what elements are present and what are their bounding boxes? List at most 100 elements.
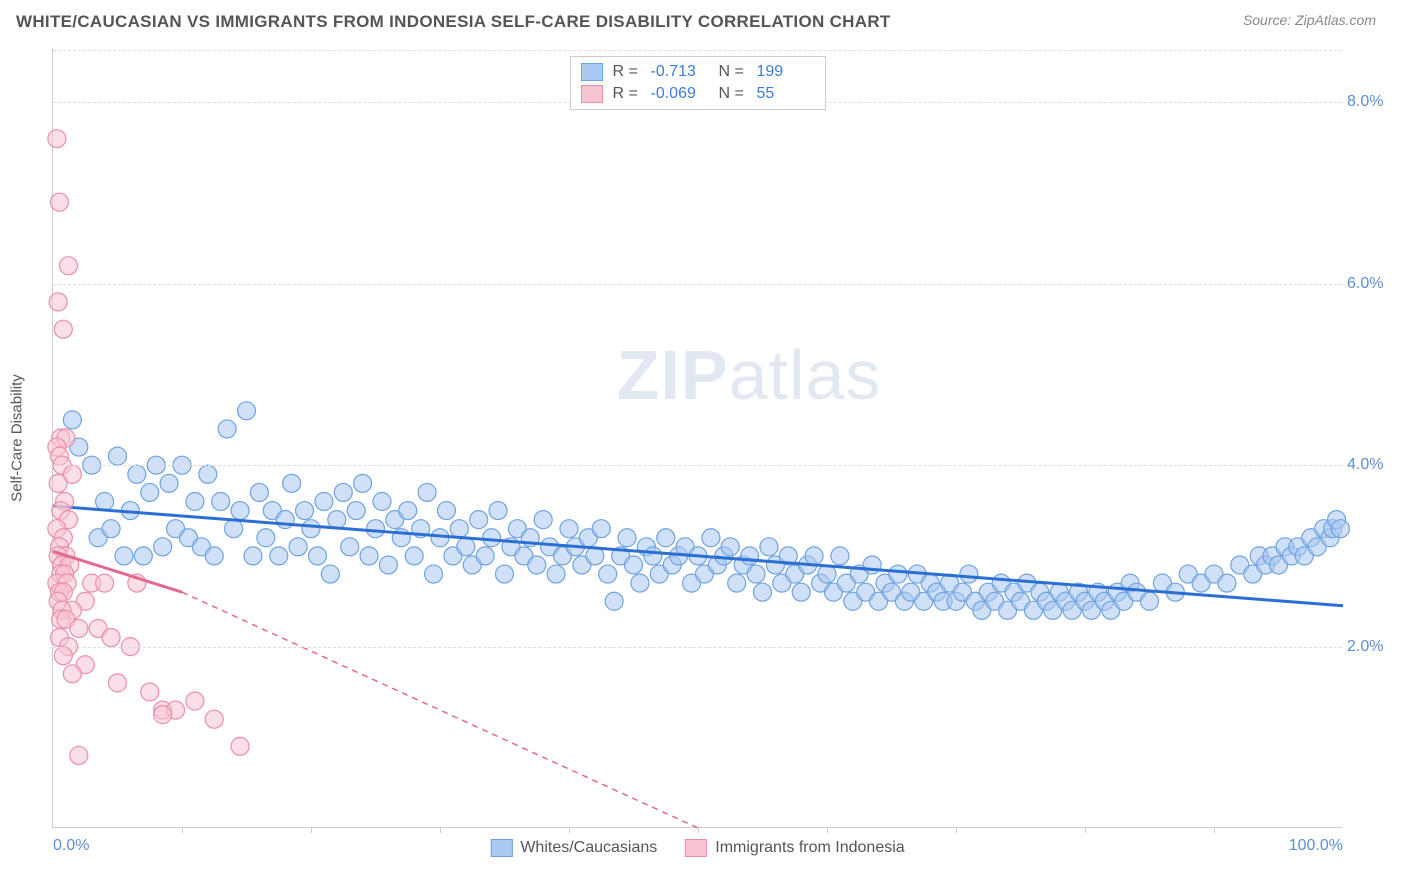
data-point [270,547,288,565]
data-point [302,520,320,538]
data-point [296,502,314,520]
data-point [225,520,243,538]
data-point [534,511,552,529]
data-point [48,130,66,148]
data-point [741,547,759,565]
x-tick-minor [311,827,312,833]
data-point [109,447,127,465]
data-point [49,474,67,492]
data-point [657,529,675,547]
data-point [354,474,372,492]
data-point [70,619,88,637]
n-value-1: 55 [757,85,815,103]
series-legend-item-1: Immigrants from Indonesia [685,839,904,857]
data-point [212,492,230,510]
data-point [154,706,172,724]
data-point [605,592,623,610]
data-point [560,520,578,538]
chart-header: WHITE/CAUCASIAN VS IMMIGRANTS FROM INDON… [0,0,1406,36]
data-point [49,293,67,311]
data-point [186,492,204,510]
x-tick-minor [698,827,699,833]
gridline [53,50,1342,51]
data-point [367,520,385,538]
x-tick-minor [1214,827,1215,833]
data-point [425,565,443,583]
data-point [1331,520,1349,538]
chart-title: WHITE/CAUCASIAN VS IMMIGRANTS FROM INDON… [16,12,891,32]
data-point [1141,592,1159,610]
data-point [373,492,391,510]
r-label: R = [613,85,641,103]
data-point [54,320,72,338]
gridline [53,465,1342,466]
correlation-legend-row-1: R = -0.069 N = 55 [581,83,815,105]
data-point [631,574,649,592]
x-tick-label: 100.0% [1289,837,1343,855]
data-point [625,556,643,574]
data-point [186,692,204,710]
data-point [205,710,223,728]
y-tick-label: 4.0% [1347,456,1397,474]
data-point [308,547,326,565]
data-point [115,547,133,565]
data-point [792,583,810,601]
data-point [96,574,114,592]
correlation-legend: R = -0.713 N = 199 R = -0.069 N = 55 [570,56,826,110]
r-value-0: -0.713 [651,63,709,81]
data-point [238,402,256,420]
scatter-svg [53,48,1342,827]
chart-source: Source: ZipAtlas.com [1243,12,1376,28]
correlation-legend-row-0: R = -0.713 N = 199 [581,61,815,83]
n-label: N = [719,85,747,103]
data-point [283,474,301,492]
data-point [760,538,778,556]
data-point [257,529,275,547]
data-point [805,547,823,565]
data-point [379,556,397,574]
data-point [592,520,610,538]
data-point [205,547,223,565]
data-point [496,565,514,583]
legend-swatch-pink [685,839,707,857]
y-tick-label: 6.0% [1347,275,1397,293]
data-point [218,420,236,438]
data-point [128,465,146,483]
data-point [54,647,72,665]
data-point [160,474,178,492]
x-tick-minor [182,827,183,833]
data-point [134,547,152,565]
data-point [960,565,978,583]
series-legend-item-0: Whites/Caucasians [490,839,657,857]
data-point [450,520,468,538]
data-point [231,737,249,755]
data-point [250,483,268,501]
data-point [50,193,68,211]
data-point [476,547,494,565]
data-point [102,520,120,538]
gridline [53,284,1342,285]
data-point [59,257,77,275]
data-point [702,529,720,547]
data-point [1218,574,1236,592]
legend-swatch-pink [581,85,603,103]
r-label: R = [613,63,641,81]
data-point [334,483,352,501]
data-point [328,511,346,529]
data-point [63,665,81,683]
y-tick-label: 8.0% [1347,93,1397,111]
gridline [53,647,1342,648]
data-point [70,746,88,764]
data-point [231,502,249,520]
data-point [360,547,378,565]
data-point [831,547,849,565]
x-tick-minor [1085,827,1086,833]
data-point [96,492,114,510]
n-value-0: 199 [757,63,815,81]
data-point [599,565,617,583]
x-tick-label: 0.0% [53,837,89,855]
data-point [321,565,339,583]
data-point [728,574,746,592]
x-tick-minor [956,827,957,833]
data-point [399,502,417,520]
